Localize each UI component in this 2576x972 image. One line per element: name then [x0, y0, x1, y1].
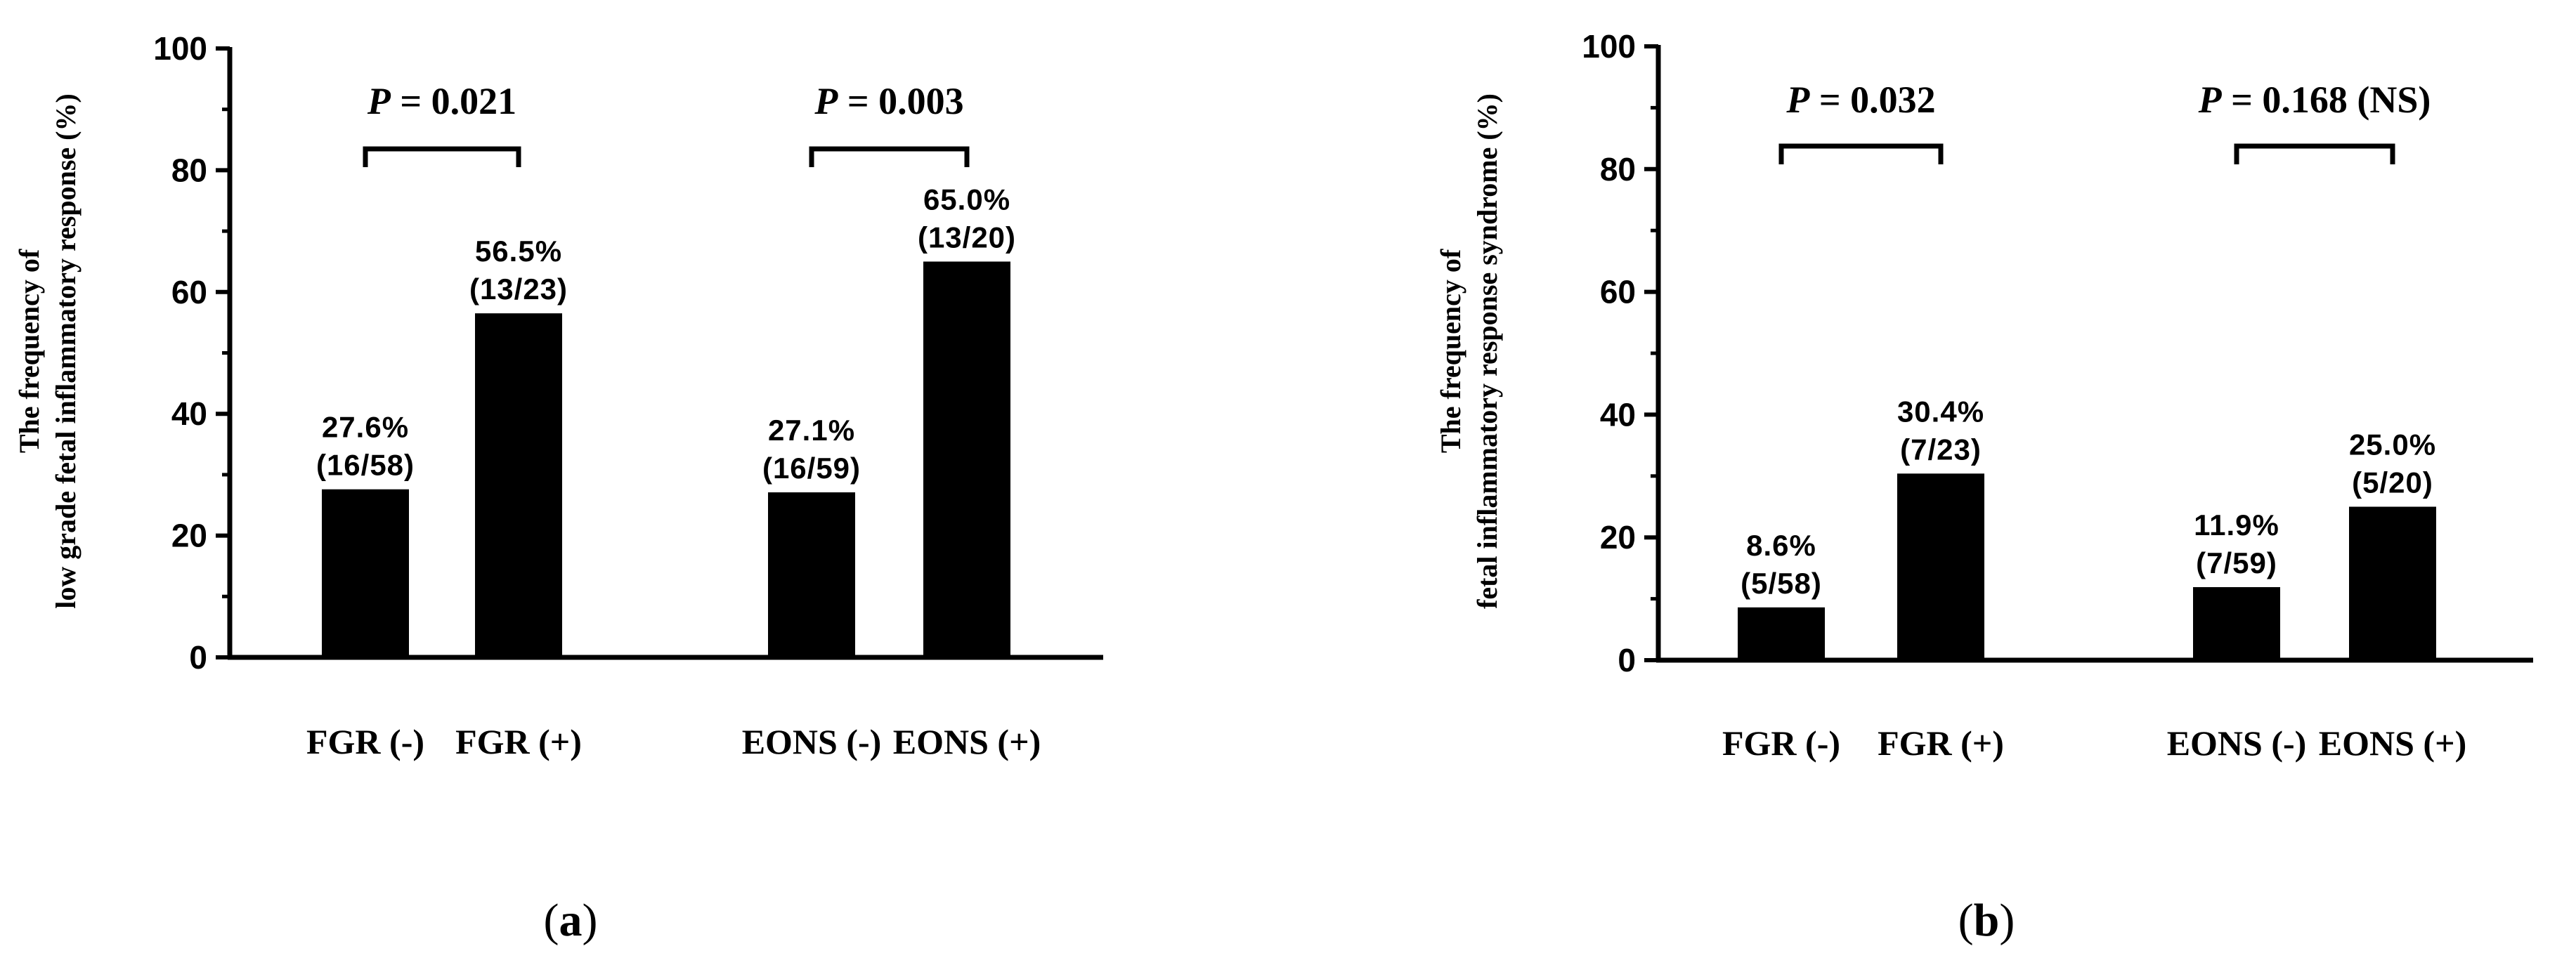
bar-value-label: 27.6%: [322, 411, 409, 444]
bar-count-label: (13/20): [918, 221, 1016, 254]
chart-panel-b: 0 20 40 60 80 100 The frequency of fetal inflam…: [1435, 28, 2533, 946]
bar-count-label: (16/59): [762, 452, 861, 485]
panel-label-letter: b: [1974, 895, 2000, 946]
y-axis-label-line2: low grade fetal inflammatory response (%…: [50, 93, 82, 609]
bar: [2349, 506, 2436, 660]
bar-value-label: 27.1%: [768, 414, 855, 447]
bar-count-label: (16/58): [316, 449, 415, 482]
significance-bracket: [363, 146, 521, 167]
bar-count-label: (7/23): [1900, 433, 1982, 466]
significance-bracket: [2234, 143, 2395, 164]
bar-value-label: 30.4%: [1897, 395, 1984, 428]
panel-label-letter: a: [559, 895, 583, 946]
y-tick-label: 40: [1600, 396, 1636, 433]
x-category-label: FGR (+): [1878, 723, 2004, 763]
y-tick-label: 20: [1600, 519, 1636, 556]
panel-label-paren: ): [583, 895, 598, 946]
bar-count-label: (13/23): [469, 272, 568, 306]
bar: [475, 313, 562, 657]
p-value: = 0.168 (NS): [2222, 79, 2431, 121]
x-category-label: FGR (-): [1722, 723, 1840, 763]
panel-label-paren: (: [544, 895, 559, 946]
y-tick-label: 100: [1582, 28, 1636, 65]
x-category-label: FGR (+): [455, 722, 582, 761]
bar-value-label: 11.9%: [2194, 508, 2279, 541]
bar: [1738, 607, 1825, 660]
x-category-label: EONS (+): [2319, 723, 2466, 763]
p-symbol: P: [1785, 79, 1810, 121]
p-value: = 0.003: [838, 80, 963, 122]
y-tick-label: 100: [153, 30, 207, 67]
x-category-label: FGR (-): [306, 722, 424, 761]
bar-count-label: (5/20): [2352, 466, 2433, 499]
x-category-label: EONS (+): [893, 722, 1041, 761]
p-symbol: P: [367, 80, 391, 122]
x-category-label: EONS (-): [2167, 723, 2307, 763]
p-value-label: P = 0.021: [367, 80, 516, 122]
y-axis-label-line2: fetal inflammatory response syndrome (%): [1471, 93, 1503, 609]
significance-bracket: [809, 146, 970, 167]
bar-value-label: 25.0%: [2349, 428, 2436, 461]
panel-label: (b): [1958, 895, 2015, 946]
panel-label-paren: (: [1958, 895, 1974, 946]
panel-label-paren: ): [1999, 895, 2015, 946]
p-value-label: P = 0.003: [814, 80, 963, 122]
bar-count-label: (7/59): [2196, 546, 2277, 579]
y-tick-label: 40: [171, 395, 207, 432]
p-value-label: P = 0.032: [1785, 79, 1935, 121]
y-tick-label: 80: [1600, 151, 1636, 188]
bar: [1897, 473, 1984, 660]
p-symbol: P: [814, 80, 838, 122]
significance-bracket: [1778, 143, 1944, 164]
y-tick-label: 80: [171, 152, 207, 188]
y-axis-label-line1: The frequency of: [13, 249, 45, 453]
x-category-label: EONS (-): [742, 722, 882, 761]
y-tick-label: 60: [1600, 274, 1636, 310]
p-value-label: P = 0.168 (NS): [2198, 79, 2431, 121]
bar: [768, 492, 855, 657]
p-value: = 0.021: [391, 80, 516, 122]
panel-label: (a): [544, 895, 598, 946]
y-tick-label: 0: [1618, 642, 1636, 678]
y-tick-label: 0: [189, 639, 207, 676]
chart-panel-a: 0 20 40 60 80 100 The frequency of low grade fe…: [13, 30, 1103, 946]
bar: [2193, 586, 2280, 660]
p-symbol: P: [2198, 79, 2223, 121]
bar-count-label: (5/58): [1741, 567, 1822, 600]
y-axis-label-line1: The frequency of: [1435, 249, 1466, 453]
bar-value-label: 56.5%: [475, 235, 562, 268]
bar-value-label: 8.6%: [1746, 529, 1816, 562]
bar-value-label: 65.0%: [923, 183, 1010, 216]
p-value: = 0.032: [1809, 79, 1935, 121]
bar: [923, 261, 1010, 657]
bar: [322, 489, 409, 657]
y-tick-label: 20: [171, 518, 207, 554]
y-tick-label: 60: [171, 274, 207, 310]
